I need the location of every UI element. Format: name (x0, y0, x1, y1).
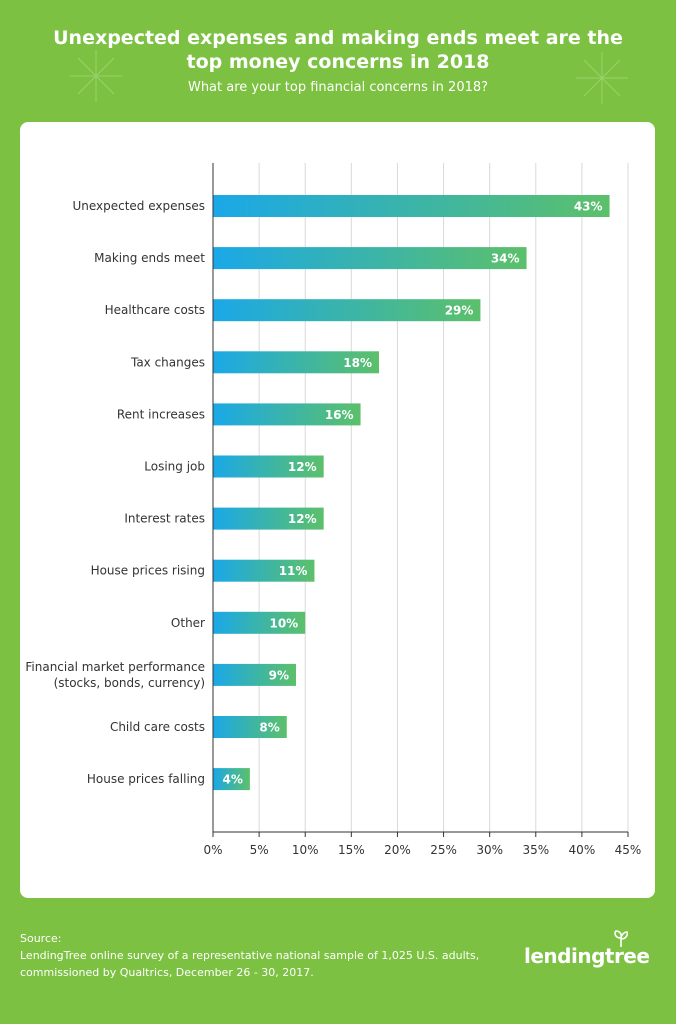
category-label-line: Tax changes (130, 355, 205, 369)
category-label-line: Making ends meet (94, 251, 205, 265)
x-tick-label: 40% (569, 843, 596, 857)
bar-value-label: 18% (343, 356, 372, 370)
category-label: Other (171, 616, 205, 630)
bar (213, 403, 361, 426)
bar-value-label: 9% (269, 668, 289, 682)
category-label: Losing job (144, 460, 205, 474)
x-tick-label: 25% (430, 843, 457, 857)
category-label-line: Losing job (144, 460, 205, 474)
x-tick-label: 15% (338, 843, 365, 857)
category-label: Rent increases (117, 407, 205, 421)
x-axis: 0% 5% 10% 15% 20% 25% 30% 35% 40% 45% (203, 163, 641, 857)
category-label-line: Financial market performance (25, 660, 205, 674)
source-line-2: commissioned by Qualtrics, December 26 -… (20, 966, 314, 979)
tree-leaf-icon (614, 930, 629, 947)
bar (213, 768, 250, 791)
category-label: House prices rising (91, 564, 205, 578)
x-tick-label: 10% (292, 843, 319, 857)
category-label: House prices falling (87, 772, 205, 786)
bar (213, 559, 315, 582)
category-label-line: Unexpected expenses (72, 199, 205, 213)
x-tick-label: 45% (615, 843, 642, 857)
category-label-line: Rent increases (117, 407, 205, 421)
sparkle-icon (576, 52, 628, 104)
category-label: Tax changes (130, 355, 205, 369)
category-label: Making ends meet (94, 251, 205, 265)
bar-value-label: 11% (279, 564, 308, 578)
bar-value-label: 8% (259, 721, 279, 735)
bar (213, 611, 306, 634)
bar (213, 351, 379, 374)
category-label: Healthcare costs (105, 303, 205, 317)
bar (213, 507, 324, 530)
chart-title: Unexpected expenses and making ends meet… (53, 27, 623, 73)
category-label-line: Healthcare costs (105, 303, 205, 317)
header: Unexpected expenses and making ends meet… (0, 0, 676, 122)
category-label-line: Child care costs (110, 720, 205, 734)
sparkle-icon (70, 50, 122, 102)
x-tick-label: 20% (384, 843, 411, 857)
source-note: Source: LendingTree online survey of a r… (20, 930, 500, 981)
bar-value-label: 16% (325, 408, 354, 422)
bar-value-label: 4% (223, 773, 243, 787)
x-tick-label: 5% (250, 843, 269, 857)
bar (213, 455, 324, 478)
bar (213, 716, 287, 738)
bar (213, 299, 481, 322)
bar-value-label: 43% (574, 200, 603, 214)
chart-subtitle: What are your top financial concerns in … (187, 80, 489, 95)
category-label: Child care costs (110, 720, 205, 734)
x-tick-label: 35% (522, 843, 549, 857)
bar-value-label: 29% (445, 304, 474, 318)
category-label-line: (stocks, bonds, currency) (54, 676, 205, 690)
category-label-line: Interest rates (124, 512, 205, 526)
x-tick-label: 0% (203, 843, 222, 857)
category-label: Interest rates (124, 512, 205, 526)
bar-value-label: 34% (491, 252, 520, 266)
x-tick-label: 30% (476, 843, 503, 857)
bar-value-label: 10% (269, 616, 298, 630)
category-label: Financial market performance (stocks, bon… (25, 660, 205, 690)
source-line-1: LendingTree online survey of a represent… (20, 949, 480, 962)
source-label: Source: (20, 932, 62, 945)
logo-text: lendingtree (524, 944, 650, 968)
lendingtree-logo: lendingtree (524, 930, 650, 968)
category-label-line: Other (171, 616, 205, 630)
bar-value-label: 12% (288, 512, 317, 526)
category-label: Unexpected expenses (72, 199, 205, 213)
bar-value-label: 12% (288, 460, 317, 474)
category-label-line: House prices falling (87, 772, 205, 786)
category-label-line: House prices rising (91, 564, 205, 578)
bars: 43% Unexpected expenses 34% Making ends mee… (25, 195, 610, 791)
bar (213, 663, 296, 686)
bar (213, 195, 610, 217)
bar (213, 247, 527, 270)
